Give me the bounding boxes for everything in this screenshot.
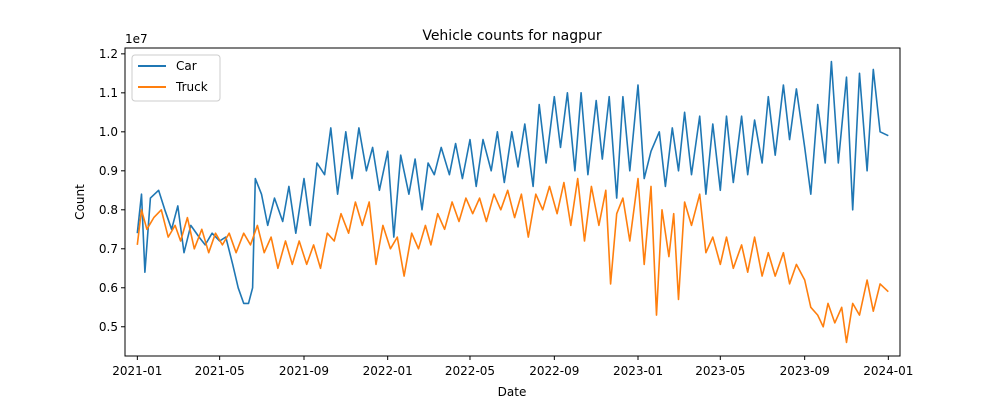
y-tick-label: 0.6 [99,281,118,295]
x-tick-label: 2022-01 [363,364,413,378]
x-axis-label: Date [498,385,527,399]
y-tick-label: 0.5 [99,320,118,334]
plot-area [124,47,901,357]
x-tick-label: 2021-05 [195,364,245,378]
x-tick-label: 2023-05 [695,364,745,378]
series-line-car [136,60,889,305]
x-tick-label: 2022-05 [445,364,495,378]
chart-title: Vehicle counts for nagpur [422,28,602,44]
x-tick-label: 2022-09 [529,364,579,378]
y-axis-label: Count [73,184,87,220]
y-tick-label: 0.8 [99,203,118,217]
series-line-truck [136,177,889,344]
legend: Car Truck [131,54,221,102]
y-tick-label: 1.1 [99,86,118,100]
y-tick-label: 1.0 [99,125,118,139]
x-tick-label: 2024-01 [863,364,913,378]
y-tick-label: 1.2 [99,47,118,61]
x-tick-label: 2023-01 [613,364,663,378]
y-tick-label: 0.7 [99,242,118,256]
y-offset-text: 1e7 [125,32,148,46]
x-tick-label: 2021-09 [279,364,329,378]
legend-label-truck: Truck [175,80,208,94]
x-tick-label: 2021-01 [112,364,162,378]
y-axis-ticks: 0.5 0.6 0.7 0.8 0.9 1.0 1.1 1.2 [99,47,125,334]
x-tick-label: 2023-09 [780,364,830,378]
y-tick-label: 0.9 [99,164,118,178]
legend-label-car: Car [176,59,197,73]
x-axis-ticks: 2021-01 2021-05 2021-09 2022-01 2022-05 2022-… [112,356,913,378]
series-layer [136,60,889,344]
